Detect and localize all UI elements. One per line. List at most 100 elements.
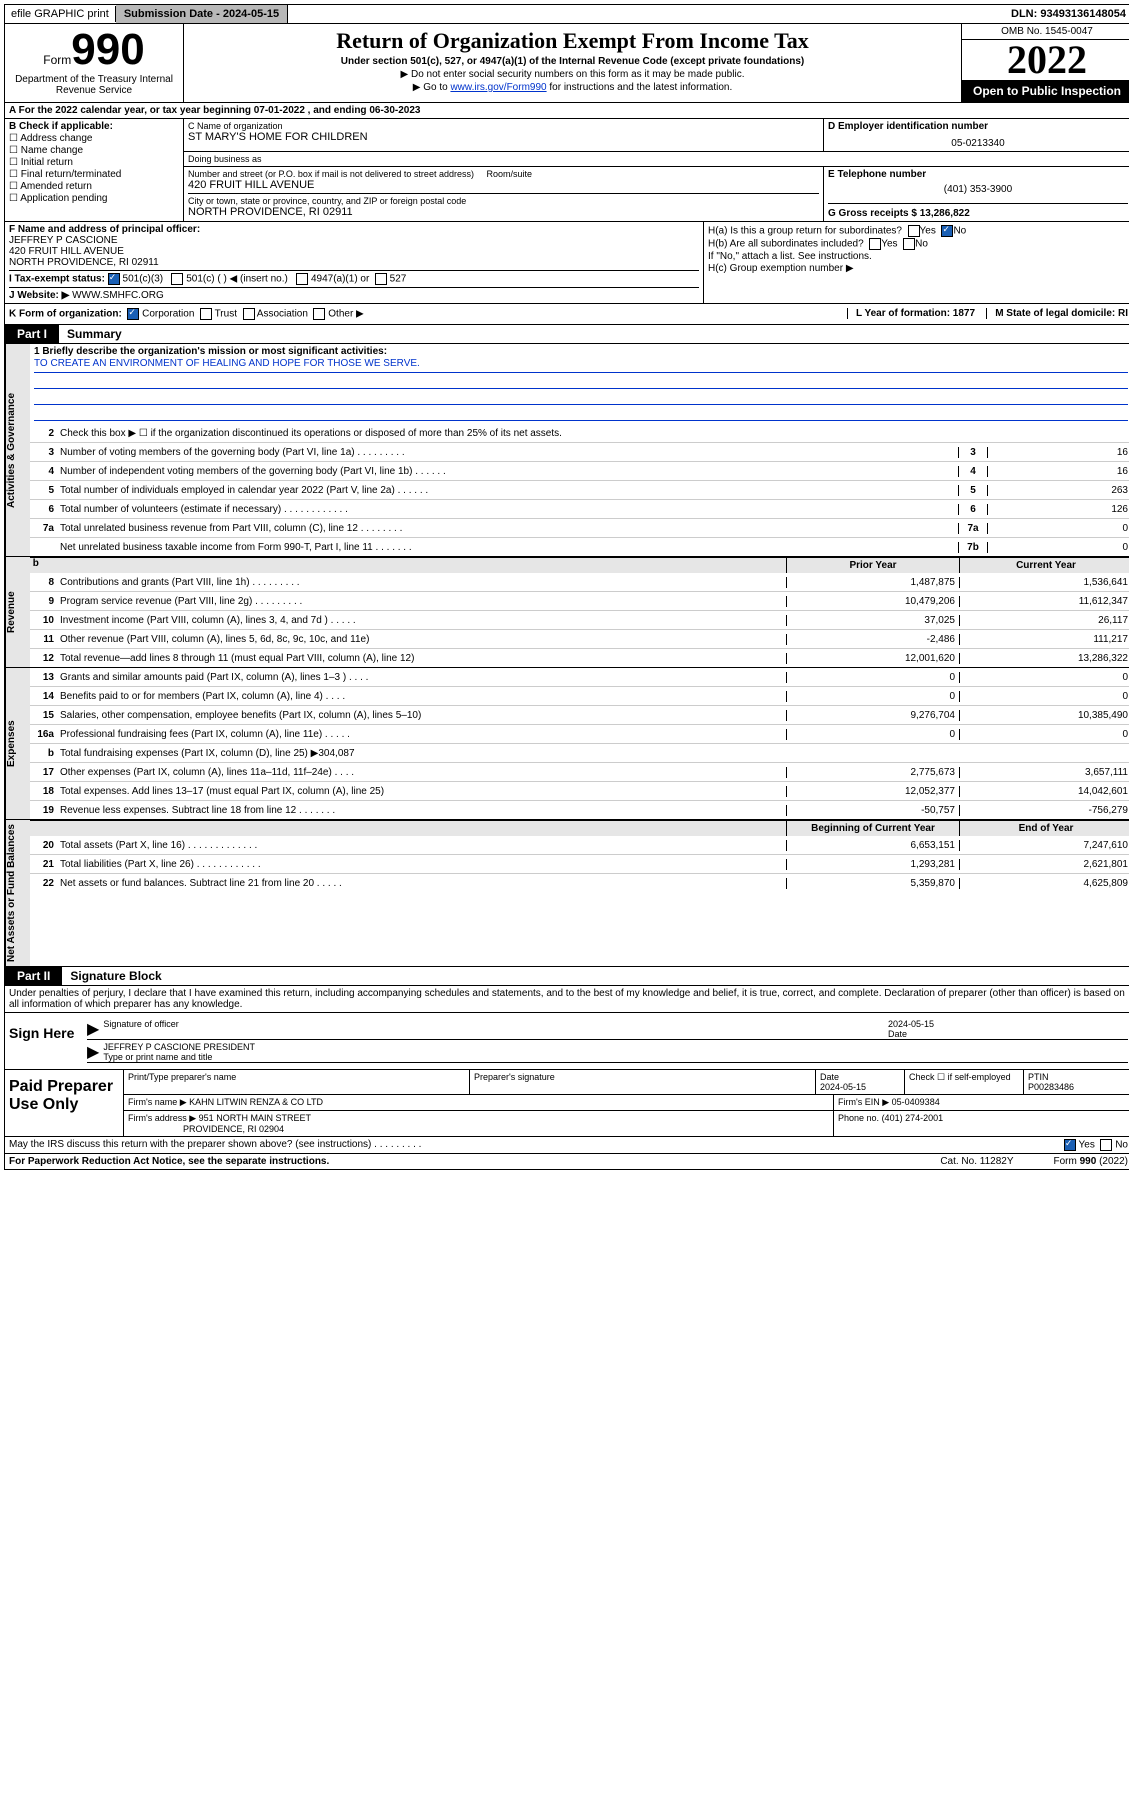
b-label: B Check if applicable: [9,121,179,132]
chk-527[interactable] [375,273,387,285]
data-line: 15Salaries, other compensation, employee… [30,705,1129,724]
note2-post: for instructions and the latest informat… [547,82,733,93]
data-line: 17Other expenses (Part IX, column (A), l… [30,762,1129,781]
net-assets-section: Net Assets or Fund Balances Beginning of… [4,820,1129,967]
line-desc: Number of independent voting members of … [58,464,958,479]
line-num: 22 [30,878,58,889]
current-val: 0 [959,691,1129,702]
line-box: 5 [958,485,987,496]
line-num: 14 [30,691,58,702]
data-line: 13Grants and similar amounts paid (Part … [30,668,1129,686]
ha-yes[interactable] [908,225,920,237]
line-num: 11 [30,634,58,645]
chk-4947[interactable] [296,273,308,285]
line-desc: Salaries, other compensation, employee b… [58,708,786,723]
current-val: -756,279 [959,805,1129,816]
chk-501c3[interactable] [108,273,120,285]
may-no[interactable] [1100,1139,1112,1151]
mission-blank1 [34,374,1128,389]
tax-year: 2022 [962,40,1129,80]
penalties-text: Under penalties of perjury, I declare th… [4,986,1129,1013]
line-desc: Program service revenue (Part VIII, line… [58,594,786,609]
chk-final-return[interactable]: ☐ Final return/terminated [9,169,179,180]
line-desc: Other expenses (Part IX, column (A), lin… [58,765,786,780]
sig-arrow-1: ▶ [87,1019,99,1039]
prior-val: 5,359,870 [786,878,959,889]
hb-yes[interactable] [869,238,881,250]
paid-preparer-label: Paid Preparer Use Only [5,1070,124,1136]
mission-text: TO CREATE AN ENVIRONMENT OF HEALING AND … [34,358,1128,373]
current-val: 111,217 [959,634,1129,645]
room-label: Room/suite [486,169,532,179]
line-val: 126 [987,504,1129,515]
current-val: 13,286,322 [959,653,1129,664]
line-num: 2 [30,428,58,439]
chk-other[interactable] [313,308,325,320]
line-desc: Total unrelated business revenue from Pa… [58,521,958,536]
chk-address-change[interactable]: ☐ Address change [9,133,179,144]
chk-application-pending[interactable]: ☐ Application pending [9,193,179,204]
form-header: Form990 Department of the Treasury Inter… [4,24,1129,103]
current-val: 3,657,111 [959,767,1129,778]
current-val: 4,625,809 [959,878,1129,889]
part2-header: Part II Signature Block [4,967,1129,986]
prior-val: -50,757 [786,805,959,816]
line-num: 21 [30,859,58,870]
line-num: 4 [30,466,58,477]
line-box: 4 [958,466,987,477]
chk-amended-return[interactable]: ☐ Amended return [9,181,179,192]
chk-name-change[interactable]: ☐ Name change [9,145,179,156]
dln: DLN: 93493136148054 [1005,6,1129,22]
line-desc: Contributions and grants (Part VIII, lin… [58,575,786,590]
line-val: 16 [987,466,1129,477]
current-val: 2,621,801 [959,859,1129,870]
may-discuss-row: May the IRS discuss this return with the… [4,1137,1129,1154]
line-num: 10 [30,615,58,626]
vtab-expenses: Expenses [5,668,30,819]
line-desc: Total assets (Part X, line 16) . . . . .… [58,838,786,853]
ha-no[interactable] [941,225,953,237]
line-desc: Total number of individuals employed in … [58,483,958,498]
data-line: 9Program service revenue (Part VIII, lin… [30,591,1129,610]
vtab-governance: Activities & Governance [5,344,30,556]
vtab-revenue: Revenue [5,557,30,667]
prior-val: 6,653,151 [786,840,959,851]
line-desc: Benefits paid to or for members (Part IX… [58,689,786,704]
data-line: 16aProfessional fundraising fees (Part I… [30,724,1129,743]
note2-pre: ▶ Go to [413,82,451,93]
prep-check-hdr: Check ☐ if self-employed [905,1070,1024,1094]
prior-val: 1,487,875 [786,577,959,588]
line-desc: Net unrelated business taxable income fr… [58,540,958,555]
line-desc: Total expenses. Add lines 13–17 (must eq… [58,784,786,799]
chk-501c[interactable] [171,273,183,285]
line-box: 7b [958,542,987,553]
current-val: 14,042,601 [959,786,1129,797]
hb-note: If "No," attach a list. See instructions… [708,251,1128,262]
form-ref: Form 990 (2022) [1054,1156,1128,1167]
chk-corporation[interactable] [127,308,139,320]
f-label: F Name and address of principal officer: [9,224,699,235]
gov-line: 5Total number of individuals employed in… [30,480,1129,499]
top-bar: efile GRAPHIC print Submission Date - 20… [4,4,1129,24]
line-box: 6 [958,504,987,515]
chk-initial-return[interactable]: ☐ Initial return [9,157,179,168]
chk-association[interactable] [243,308,255,320]
hb-no[interactable] [903,238,915,250]
dba-label: Doing business as [188,154,1128,164]
line-num: 20 [30,840,58,851]
street-address: 420 FRUIT HILL AVENUE [188,179,819,191]
phone-value: (401) 353-3900 [828,184,1128,195]
irs-link[interactable]: www.irs.gov/Form990 [450,82,546,93]
sig-name-value: JEFFREY P CASCIONE PRESIDENT [103,1042,255,1052]
row-a-tax-year: A For the 2022 calendar year, or tax yea… [4,103,1129,119]
line-desc: Total number of volunteers (estimate if … [58,502,958,517]
chk-trust[interactable] [200,308,212,320]
hc-label: H(c) Group exemption number ▶ [708,263,1128,274]
may-yes[interactable] [1064,1139,1076,1151]
col-current-year: Current Year [959,558,1129,573]
cat-number: Cat. No. 11282Y [940,1156,1013,1167]
c-name-label: C Name of organization [188,121,819,131]
prior-val: 2,775,673 [786,767,959,778]
city-label: City or town, state or province, country… [188,196,819,206]
officer-name: JEFFREY P CASCIONE [9,235,699,246]
